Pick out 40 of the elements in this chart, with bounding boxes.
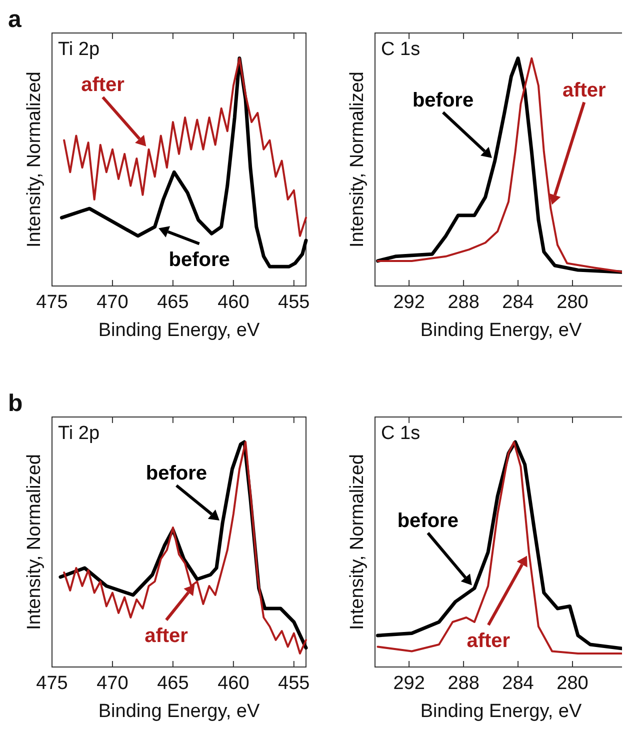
y-axis-title: Intensity, Normalized xyxy=(24,454,45,630)
x-axis-title: Binding Energy, eV xyxy=(420,320,582,341)
x-axis-title: Binding Energy, eV xyxy=(98,320,260,341)
x-tick-label: 475 xyxy=(36,673,68,694)
series-label: before xyxy=(397,510,458,532)
series-label: after xyxy=(466,630,510,652)
x-tick-label: 288 xyxy=(448,673,480,694)
y-axis-title: Intensity, Normalized xyxy=(347,72,368,248)
series-label: before xyxy=(412,89,474,112)
x-tick-label: 288 xyxy=(448,292,480,313)
series-label: after xyxy=(81,74,125,96)
text: b xyxy=(8,390,23,417)
x-tick-label: 280 xyxy=(556,673,588,694)
chart-title: C 1s xyxy=(381,39,420,60)
x-tick-label: 455 xyxy=(278,673,310,694)
x-tick-label: 470 xyxy=(96,673,128,694)
x-tick-label: 284 xyxy=(502,292,534,313)
x-tick-label: 292 xyxy=(393,292,425,313)
x-tick-label: 292 xyxy=(393,673,425,694)
x-axis-title: Binding Energy, eV xyxy=(98,701,260,722)
x-tick-label: 460 xyxy=(218,673,250,694)
chart-title: C 1s xyxy=(381,423,420,444)
legend-label: after xyxy=(144,625,188,647)
x-tick-label: 280 xyxy=(556,292,588,313)
chart-title: Ti 2p xyxy=(58,39,100,60)
text: a xyxy=(8,6,22,33)
y-axis-title: Intensity, Normalized xyxy=(24,72,45,248)
x-tick-label: 470 xyxy=(96,292,128,313)
x-tick-label: 284 xyxy=(502,673,534,694)
legend-label: before xyxy=(168,248,230,271)
x-tick-label: 465 xyxy=(157,673,189,694)
series-label: before xyxy=(146,462,208,484)
x-tick-label: 475 xyxy=(36,292,68,313)
chart-title: Ti 2p xyxy=(58,423,100,444)
x-tick-label: 455 xyxy=(278,292,310,313)
series-label: after xyxy=(562,79,606,102)
y-axis-title: Intensity, Normalized xyxy=(347,454,368,630)
x-tick-label: 465 xyxy=(157,292,189,313)
x-axis-title: Binding Energy, eV xyxy=(420,701,582,722)
x-tick-label: 460 xyxy=(218,292,250,313)
